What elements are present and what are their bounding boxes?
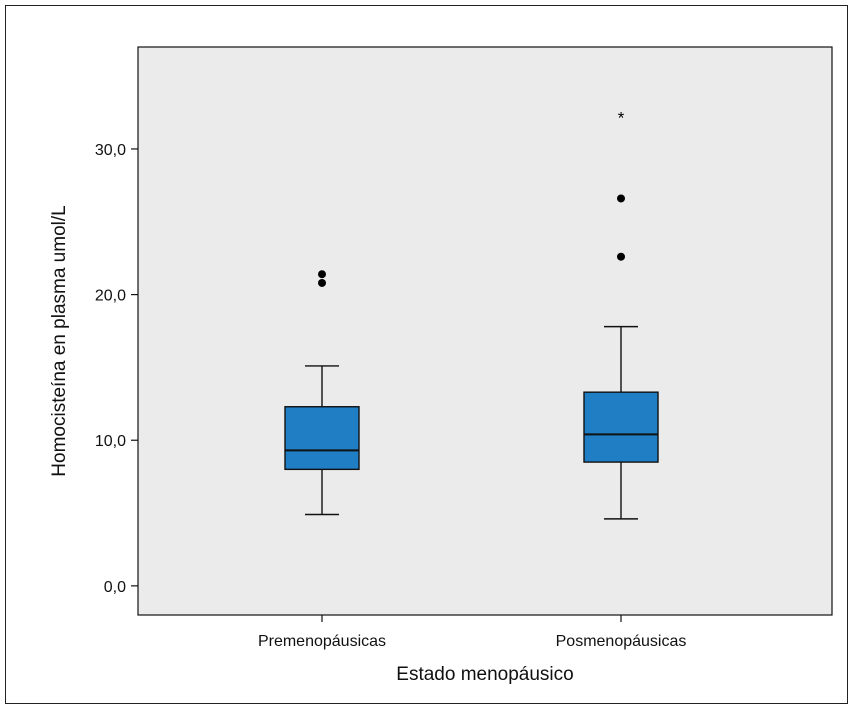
x-tick-label: Premenopáusicas	[258, 633, 386, 650]
y-tick-label: 10,0	[95, 433, 126, 450]
extreme-outlier-marker: *	[618, 108, 625, 127]
x-tick-label: Posmenopáusicas	[556, 633, 687, 650]
boxes-layer: *	[284, 108, 659, 520]
box-group	[284, 270, 360, 516]
outlier-point	[318, 270, 326, 279]
iqr-box	[284, 406, 360, 471]
x-axis: Premenopáusicas Posmenopáusicas	[258, 615, 686, 650]
y-axis-title: Homocisteína en plasma umol/L	[49, 205, 70, 476]
outlier-point	[617, 194, 625, 203]
y-tick-label: 0,0	[104, 579, 126, 596]
box-group: *	[583, 108, 659, 520]
plot-area	[137, 46, 833, 616]
outlier-point	[318, 278, 326, 287]
iqr-box	[583, 391, 659, 463]
x-axis-title: Estado menopáusico	[396, 664, 573, 685]
y-tick-label: 30,0	[95, 142, 126, 159]
outlier-point	[617, 252, 625, 261]
y-tick-label: 20,0	[95, 288, 126, 305]
y-axis: 0,0 10,0 20,0 30,0	[95, 142, 138, 596]
